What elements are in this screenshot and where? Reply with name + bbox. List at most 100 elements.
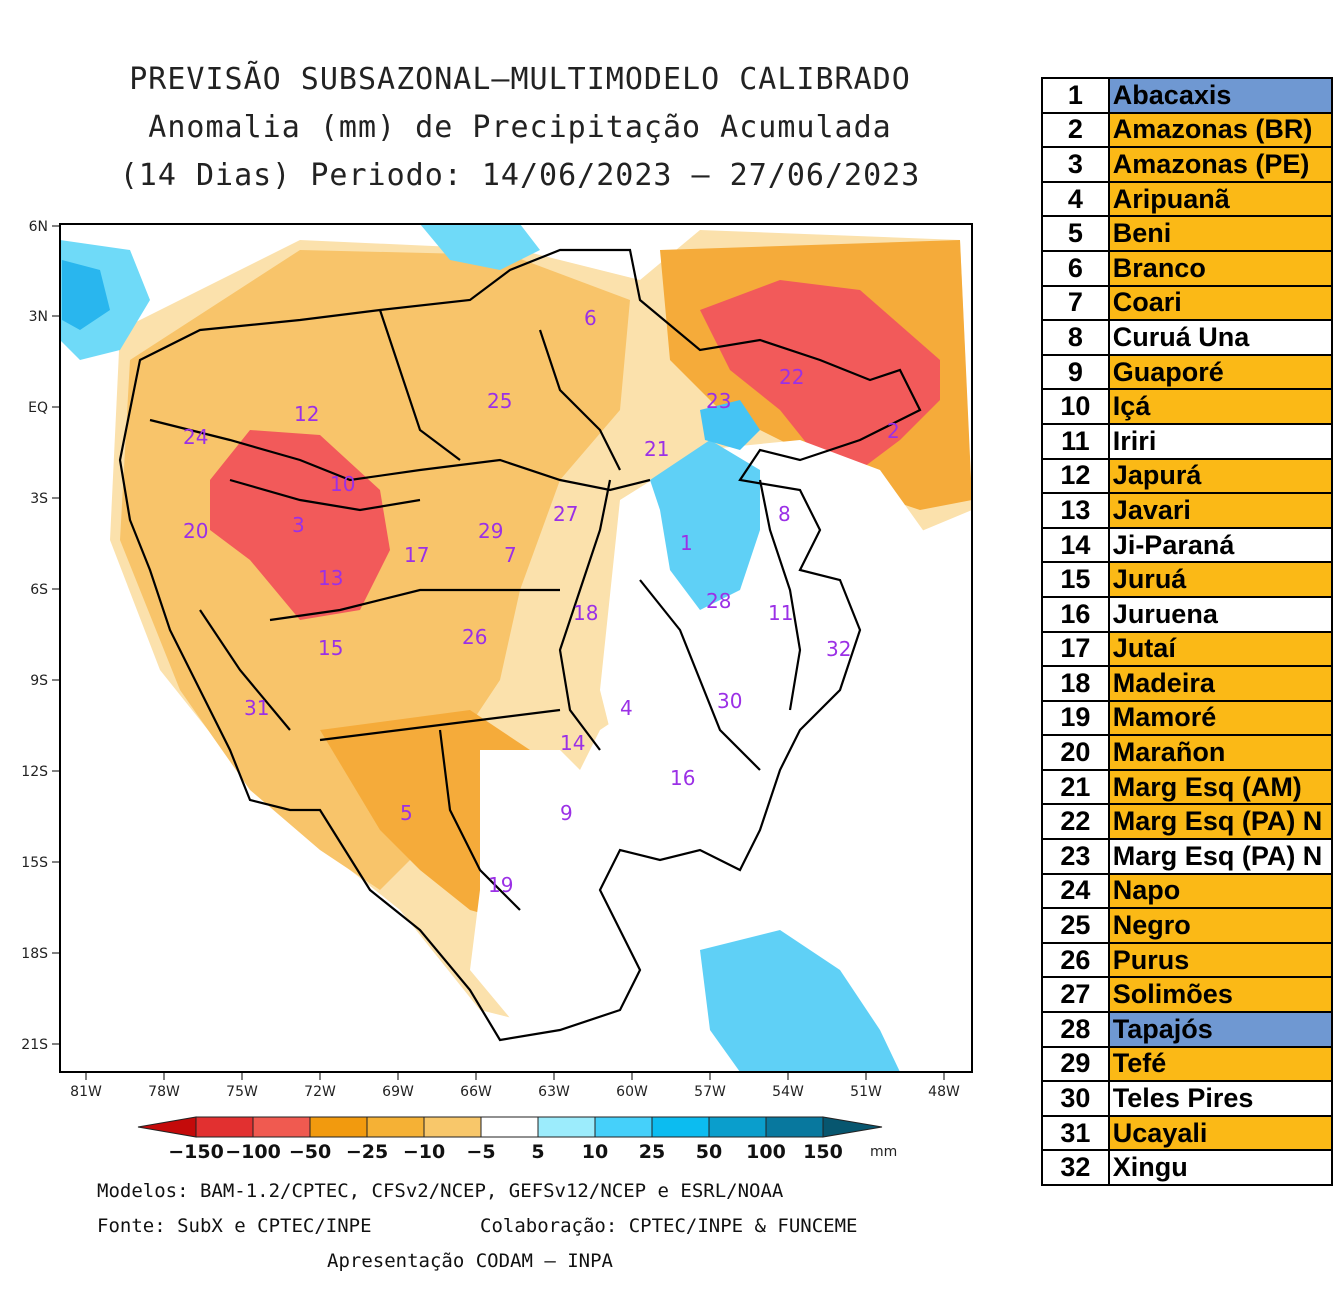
- basin-label-22: 22: [779, 365, 804, 389]
- lat-tick-label: 6S: [30, 582, 48, 598]
- colorbar-swatch: [480, 1116, 539, 1138]
- basin-label-24: 24: [183, 425, 208, 449]
- legend-basin-number: 30: [1041, 1080, 1110, 1117]
- basin-label-16: 16: [670, 766, 695, 790]
- legend-row: 31 Ucayali: [1041, 1114, 1333, 1152]
- legend-basin-number: 24: [1041, 872, 1110, 910]
- colorbar-label: −5: [466, 1141, 495, 1163]
- legend-row: 19 Mamoré: [1041, 699, 1333, 737]
- legend-basin-name: Mamoré: [1107, 699, 1333, 737]
- legend-row: 3 Amazonas (PE): [1041, 146, 1333, 183]
- colorbar-swatch: [822, 1116, 883, 1138]
- legend-basin-number: 7: [1041, 284, 1110, 322]
- legend-basin-number: 31: [1041, 1114, 1110, 1152]
- colorbar-swatch: [366, 1116, 425, 1138]
- basin-label-9: 9: [560, 801, 573, 825]
- colorbar-swatch: [537, 1116, 596, 1138]
- legend-row: 9 Guaporé: [1041, 353, 1333, 391]
- legend-basin-name: Marañon: [1107, 734, 1333, 771]
- anomaly-white-area-south: [470, 750, 820, 1072]
- legend-row: 2 Amazonas (BR): [1041, 111, 1333, 149]
- colorbar-label: 10: [582, 1141, 608, 1163]
- legend-basin-name: Marg Esq (PA) N: [1107, 838, 1333, 875]
- colorbar-label: −10: [403, 1141, 445, 1163]
- lat-tick-label: 9S: [30, 673, 48, 689]
- legend-basin-number: 9: [1041, 353, 1110, 391]
- legend-basin-number: 16: [1041, 595, 1110, 633]
- legend-basin-name: Ucayali: [1107, 1114, 1333, 1152]
- legend-basin-number: 22: [1041, 803, 1110, 841]
- legend-basin-number: 4: [1041, 180, 1110, 218]
- legend-row: 23 Marg Esq (PA) N: [1041, 838, 1333, 875]
- legend-basin-number: 11: [1041, 422, 1110, 460]
- colorbar-swatch: [195, 1116, 254, 1138]
- basin-label-19: 19: [488, 873, 513, 897]
- basin-label-4: 4: [620, 696, 633, 720]
- basin-label-10: 10: [330, 472, 355, 496]
- legend-row: 5 Beni: [1041, 215, 1333, 252]
- legend-basin-name: Guaporé: [1107, 353, 1333, 391]
- legend-row: 17 Jutaí: [1041, 630, 1333, 668]
- legend-basin-number: 17: [1041, 630, 1110, 668]
- basin-label-3: 3: [292, 513, 305, 537]
- basin-label-1: 1: [680, 531, 693, 555]
- legend-basin-number: 28: [1041, 1011, 1110, 1048]
- lat-tick-label: 12S: [21, 764, 48, 780]
- basin-legend-table: 1 Abacaxis 2 Amazonas (BR) 3 Amazonas (PE) 4 Ar…: [1041, 77, 1333, 1186]
- legend-row: 11 Iriri: [1041, 422, 1333, 460]
- legend-row: 16 Juruena: [1041, 595, 1333, 633]
- colorbar-label: 5: [531, 1141, 544, 1163]
- legend-basin-name: Marg Esq (PA) N: [1107, 803, 1333, 841]
- boundary-line: [199, 609, 291, 731]
- lon-tick-label: 48W: [928, 1084, 960, 1100]
- legend-basin-name: Içá: [1107, 388, 1333, 425]
- boundary-line: [558, 479, 612, 751]
- legend-row: 24 Napo: [1041, 872, 1333, 910]
- legend-basin-name: Branco: [1107, 249, 1333, 287]
- legend-row: 6 Branco: [1041, 249, 1333, 287]
- legend-basin-name: Ji-Paraná: [1107, 526, 1333, 564]
- legend-basin-name: Curuá Una: [1107, 319, 1333, 356]
- legend-basin-name: Napo: [1107, 872, 1333, 910]
- boundary-line: [378, 309, 461, 461]
- basin-label-6: 6: [584, 306, 597, 330]
- legend-row: 20 Marañon: [1041, 734, 1333, 771]
- legend-basin-name: Javari: [1107, 492, 1333, 529]
- legend-basin-number: 25: [1041, 907, 1110, 944]
- footer-models: Modelos: BAM-1.2/CPTEC, CFSv2/NCEP, GEFS…: [97, 1180, 784, 1202]
- lon-tick-label: 57W: [694, 1084, 726, 1100]
- legend-basin-number: 23: [1041, 838, 1110, 875]
- colorbar-swatch: [765, 1116, 824, 1138]
- colorbar: −150 −100 −50 −25 −10 −5 5 10 25 50 100 …: [137, 1116, 897, 1163]
- legend-row: 26 Purus: [1041, 941, 1333, 979]
- legend-basin-name: Abacaxis: [1107, 77, 1333, 114]
- lon-tick-label: 60W: [616, 1084, 648, 1100]
- legend-basin-number: 26: [1041, 941, 1110, 979]
- legend-basin-name: Coari: [1107, 284, 1333, 322]
- legend-basin-number: 27: [1041, 976, 1110, 1014]
- legend-basin-name: Juruena: [1107, 595, 1333, 633]
- legend-basin-number: 3: [1041, 146, 1110, 183]
- legend-row: 1 Abacaxis: [1041, 77, 1333, 114]
- colorbar-label: −50: [289, 1141, 331, 1163]
- legend-basin-number: 15: [1041, 561, 1110, 598]
- basin-boundaries: [118, 248, 922, 1042]
- lat-tick-label: 3N: [29, 309, 48, 325]
- basin-label-2: 2: [887, 419, 900, 443]
- legend-basin-name: Japurá: [1107, 457, 1333, 495]
- legend-basin-name: Jutaí: [1107, 630, 1333, 668]
- lon-tick-label: 78W: [148, 1084, 180, 1100]
- basin-label-25: 25: [487, 389, 512, 413]
- legend-basin-name: Negro: [1107, 907, 1333, 944]
- basin-label-32: 32: [826, 637, 851, 661]
- basin-label-31: 31: [244, 696, 269, 720]
- colorbar-label: 150: [803, 1141, 843, 1163]
- lon-tick-label: 81W: [70, 1084, 102, 1100]
- legend-row: 32 Xingu: [1041, 1149, 1333, 1186]
- map-period: (14 Dias) Periodo: 14/06/2023 — 27/06/20…: [119, 158, 921, 193]
- footer-presentation: Apresentação CODAM – INPA: [327, 1250, 613, 1272]
- lon-tick-label: 69W: [382, 1084, 414, 1100]
- legend-basin-name: Amazonas (BR): [1107, 111, 1333, 149]
- lon-tick-label: 72W: [304, 1084, 336, 1100]
- basin-label-30: 30: [717, 689, 742, 713]
